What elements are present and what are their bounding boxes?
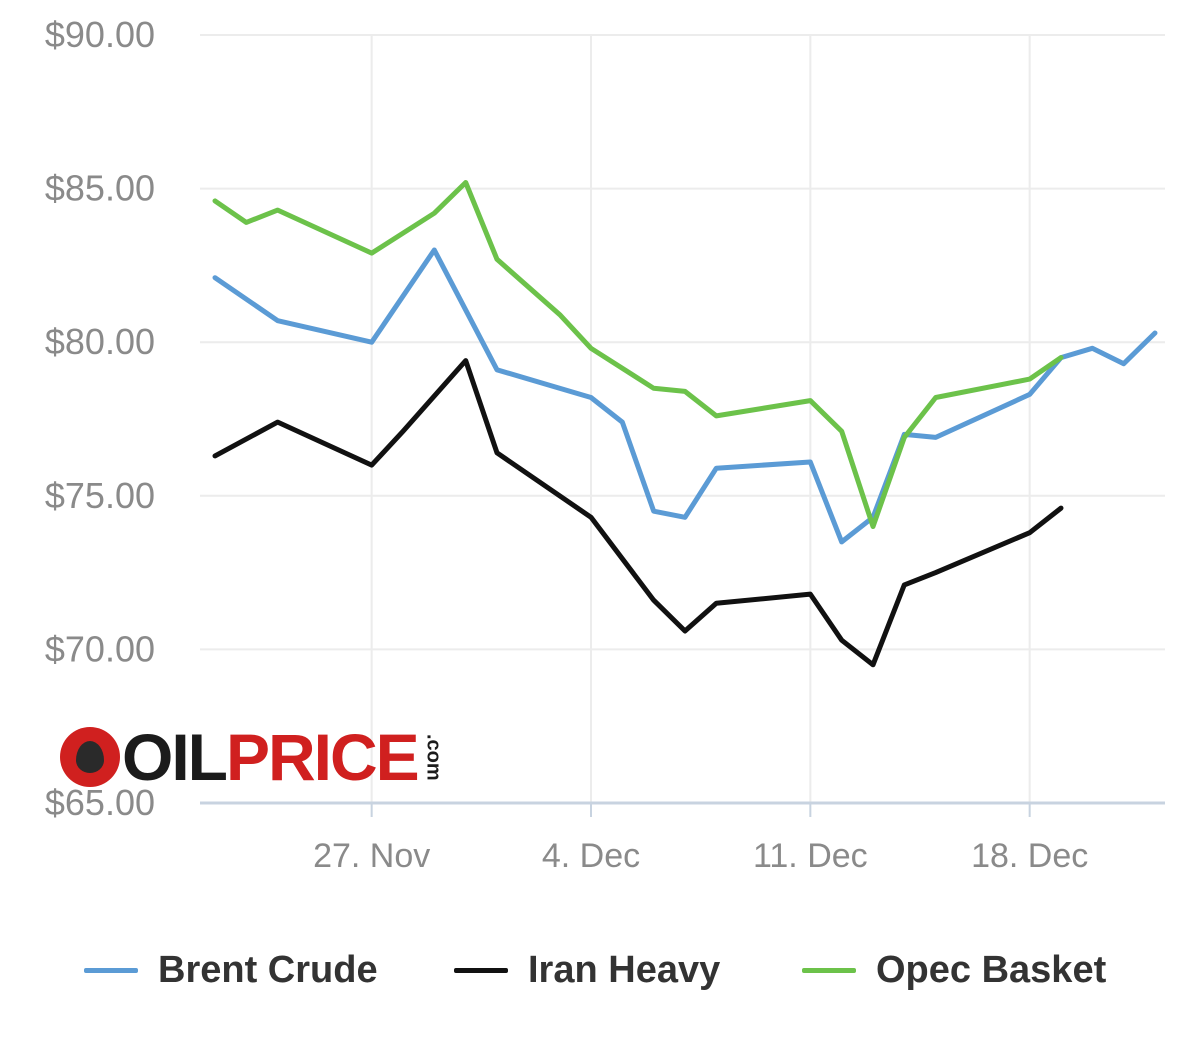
x-tick-label: 11. Dec [753, 837, 868, 875]
y-tick-label: $85.00 [45, 168, 155, 209]
y-tick-label: $90.00 [45, 14, 155, 55]
x-axis: 27. Nov 4. Dec 11. Dec 18. Dec [200, 801, 1165, 875]
y-tick-label: $75.00 [45, 475, 155, 516]
x-tick-label: 4. Dec [542, 837, 640, 875]
legend-swatch-iran [454, 967, 508, 973]
y-axis: $65.00 $70.00 $75.00 $80.00 $85.00 $90.00 [45, 14, 155, 823]
series-line-opec [212, 180, 1064, 529]
legend-swatch-brent [84, 967, 138, 973]
legend-label-brent: Brent Crude [158, 948, 378, 991]
legend-item-iran[interactable]: Iran Heavy [454, 940, 720, 1000]
grid [200, 34, 1165, 804]
legend-label-opec: Opec Basket [876, 948, 1107, 991]
series-line-iran [212, 358, 1064, 668]
logo-oil-text: OIL [122, 720, 228, 794]
y-tick-label: $70.00 [45, 628, 155, 669]
line-chart: $65.00 $70.00 $75.00 $80.00 $85.00 $90.00 27.… [45, 14, 1165, 875]
legend-item-brent[interactable]: Brent Crude [84, 940, 378, 1000]
logo-com-text: .com [422, 733, 445, 781]
legend-label-iran: Iran Heavy [528, 948, 721, 991]
y-tick-label: $80.00 [45, 321, 155, 362]
x-tick-label: 18. Dec [971, 837, 1088, 875]
oilprice-logo: OIL PRICE .com [60, 720, 445, 794]
oil-drop-icon [60, 727, 120, 787]
series-group [212, 180, 1158, 668]
y-tick-label: $65.00 [45, 782, 155, 823]
legend-swatch-opec [802, 967, 856, 973]
legend-item-opec[interactable]: Opec Basket [802, 940, 1106, 1000]
x-tick-label: 27. Nov [313, 837, 430, 875]
series-line-brent [212, 247, 1158, 545]
logo-price-text: PRICE [226, 720, 420, 794]
legend: Brent Crude Iran Heavy Opec Basket [0, 940, 1200, 1000]
